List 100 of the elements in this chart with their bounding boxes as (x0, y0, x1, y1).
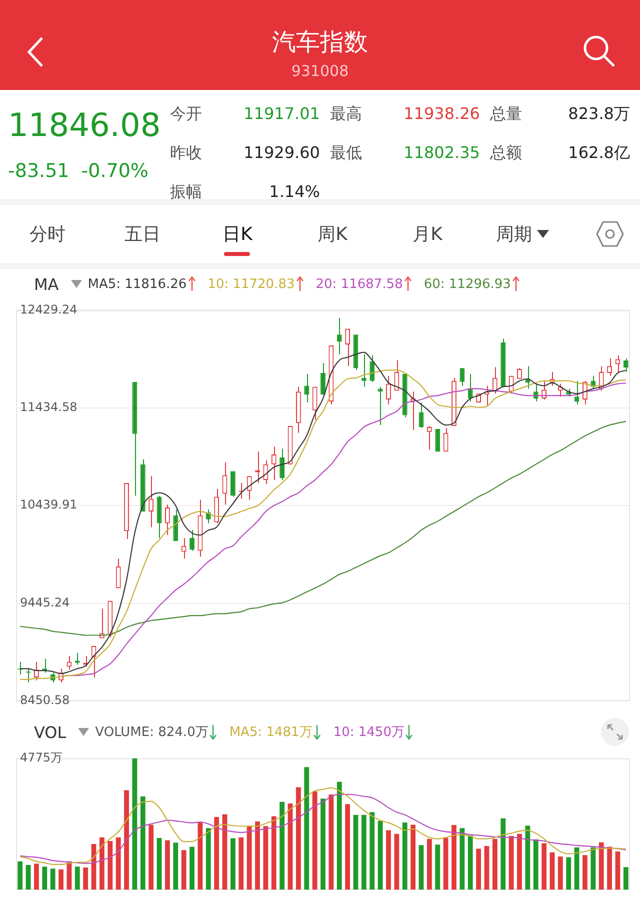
bar (460, 828, 465, 890)
bar (410, 824, 416, 890)
text: MA5: 11816.26 (88, 276, 187, 292)
text: 最高 (330, 104, 362, 123)
bar (255, 821, 260, 890)
bar (426, 838, 432, 890)
bar (492, 838, 498, 890)
bar (206, 828, 211, 890)
bar (148, 824, 154, 890)
bar (198, 822, 203, 890)
bar (623, 867, 628, 890)
candlestick (214, 488, 220, 524)
candlestick (468, 373, 473, 402)
candlestick (336, 317, 342, 355)
bar (345, 804, 350, 890)
bar (394, 834, 400, 890)
y-tick-label: 9445.24 (20, 595, 70, 610)
text: 汽车指数 (272, 28, 368, 56)
bar (238, 837, 244, 890)
bar (598, 842, 604, 890)
bar (525, 826, 530, 890)
text: -83.51 (8, 160, 70, 182)
y-tick-label: 8450.58 (20, 693, 70, 708)
bar (190, 846, 194, 890)
text: 今开 (170, 104, 202, 123)
text: 总额 (490, 143, 522, 162)
bar (607, 846, 612, 890)
candlestick (230, 470, 236, 498)
bar (418, 845, 424, 890)
bar (435, 844, 440, 890)
candlestick (378, 386, 383, 426)
bar (361, 814, 366, 890)
text: VOLUME: 824.0万 (95, 724, 208, 741)
bar (100, 837, 104, 890)
bar (320, 798, 326, 890)
bar (181, 850, 186, 890)
candlestick (426, 426, 432, 450)
text: 昨收 (170, 143, 202, 162)
bar (533, 839, 538, 890)
candlestick (394, 360, 400, 392)
bar (108, 841, 113, 890)
text: 总量 (490, 104, 522, 123)
bar (550, 852, 555, 890)
bar (590, 847, 596, 890)
candlestick (280, 448, 285, 481)
candlestick (116, 558, 121, 589)
bar (558, 856, 563, 890)
text: 11938.26 (404, 104, 480, 123)
text: 11846.08 (8, 106, 161, 144)
bar (304, 767, 310, 890)
bar (443, 838, 448, 890)
bar (83, 867, 88, 890)
bar (246, 826, 252, 890)
legend-title: VOL (34, 722, 66, 742)
candlestick (312, 386, 318, 421)
bar (353, 814, 358, 890)
text: 11802.35 (404, 143, 480, 162)
bar (484, 846, 490, 890)
candlestick (386, 375, 391, 405)
candlestick (492, 366, 498, 394)
bar (34, 864, 39, 890)
text: 最低 (330, 143, 362, 162)
candlestick (271, 446, 276, 481)
bar (402, 822, 408, 890)
candlestick (361, 354, 366, 388)
bar (42, 866, 48, 890)
text: 11929.60 (244, 143, 320, 162)
bar (280, 802, 285, 890)
legend-title: MA (34, 274, 59, 294)
bar (271, 816, 276, 890)
bar (26, 864, 31, 890)
bar (328, 794, 334, 890)
bar (566, 857, 572, 890)
candlestick (148, 476, 154, 528)
text: 日K (222, 223, 252, 246)
bar (214, 817, 220, 890)
bar (582, 855, 588, 890)
bar (517, 834, 522, 890)
bar (542, 843, 546, 890)
candlestick (304, 373, 310, 403)
bar (452, 825, 456, 890)
bar (18, 861, 23, 890)
text: -0.70% (81, 160, 148, 182)
candlestick (525, 366, 530, 390)
bar (312, 791, 318, 890)
bar (58, 869, 64, 890)
bar (378, 820, 383, 890)
bar (74, 866, 80, 890)
bar (230, 838, 236, 890)
bar (124, 790, 129, 890)
bar (476, 848, 482, 890)
text: 月K (412, 223, 442, 246)
y-tick-label: 11434.58 (20, 400, 78, 414)
candlestick (173, 509, 178, 542)
bar (263, 826, 268, 890)
bar (468, 836, 473, 890)
y-tick-label: 10439.91 (20, 498, 78, 512)
text: 162.8亿 (568, 143, 630, 162)
text: 五日 (124, 223, 160, 246)
bar (296, 787, 301, 890)
